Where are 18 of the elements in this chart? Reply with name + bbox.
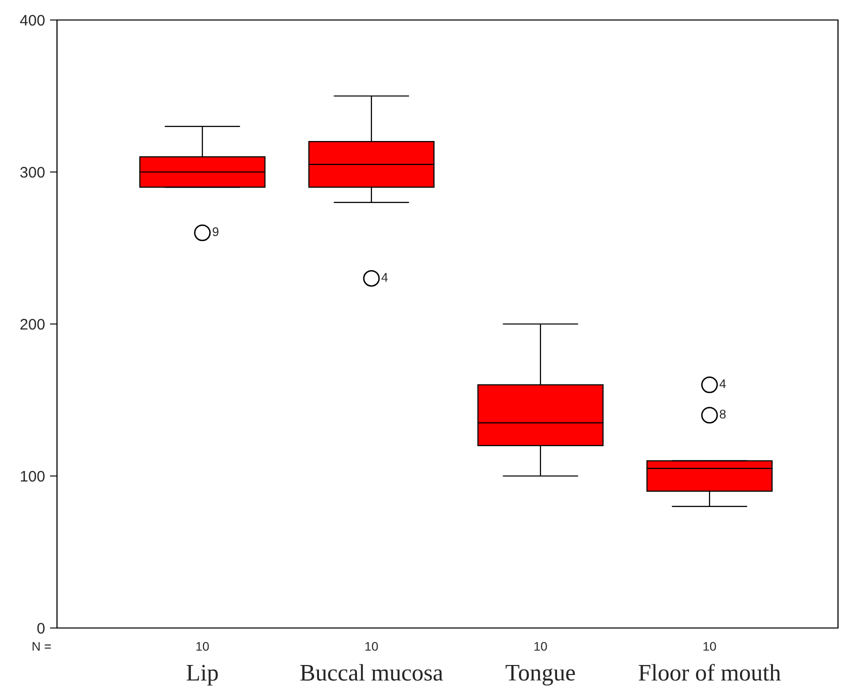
- x-tick-label: Floor of mouth: [638, 664, 781, 681]
- y-tick-label: 100: [20, 470, 45, 482]
- text: 10: [365, 642, 378, 651]
- y-tick-label: 200: [20, 318, 45, 330]
- x-tick-label: Buccal mucosa: [300, 664, 443, 681]
- annotation: 4: [381, 273, 388, 282]
- x-tick-label: Tongue: [506, 664, 575, 686]
- text: N =: [32, 642, 51, 651]
- annotation: 8: [720, 410, 726, 419]
- text: 10: [196, 642, 209, 651]
- y-tick-label: 300: [20, 166, 45, 178]
- annotation: 9: [212, 227, 218, 236]
- annotation: 4: [720, 379, 726, 388]
- y-tick-label: 400: [20, 14, 45, 26]
- text: 10: [704, 642, 716, 651]
- text: 10: [534, 642, 547, 651]
- y-tick-label: 0: [37, 622, 45, 634]
- x-tick-label: Lip: [186, 664, 218, 686]
